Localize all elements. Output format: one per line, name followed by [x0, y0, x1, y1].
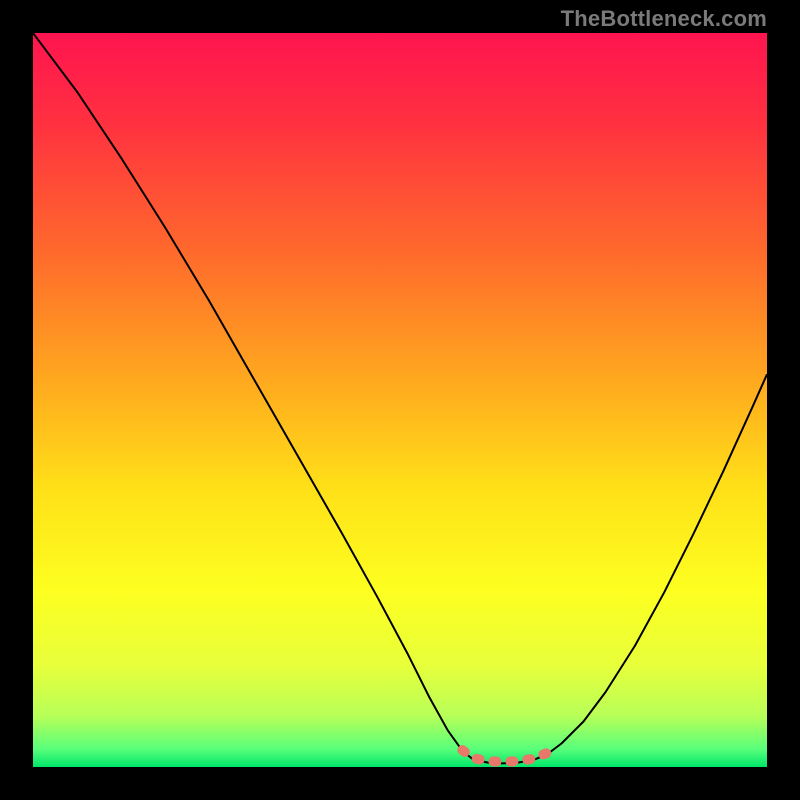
chart-frame: TheBottleneck.com [0, 0, 800, 800]
curve-layer [33, 33, 767, 767]
highlight-band [462, 746, 557, 762]
bottleneck-curve [33, 33, 767, 763]
plot-area [33, 33, 767, 767]
attribution-label: TheBottleneck.com [561, 6, 767, 32]
